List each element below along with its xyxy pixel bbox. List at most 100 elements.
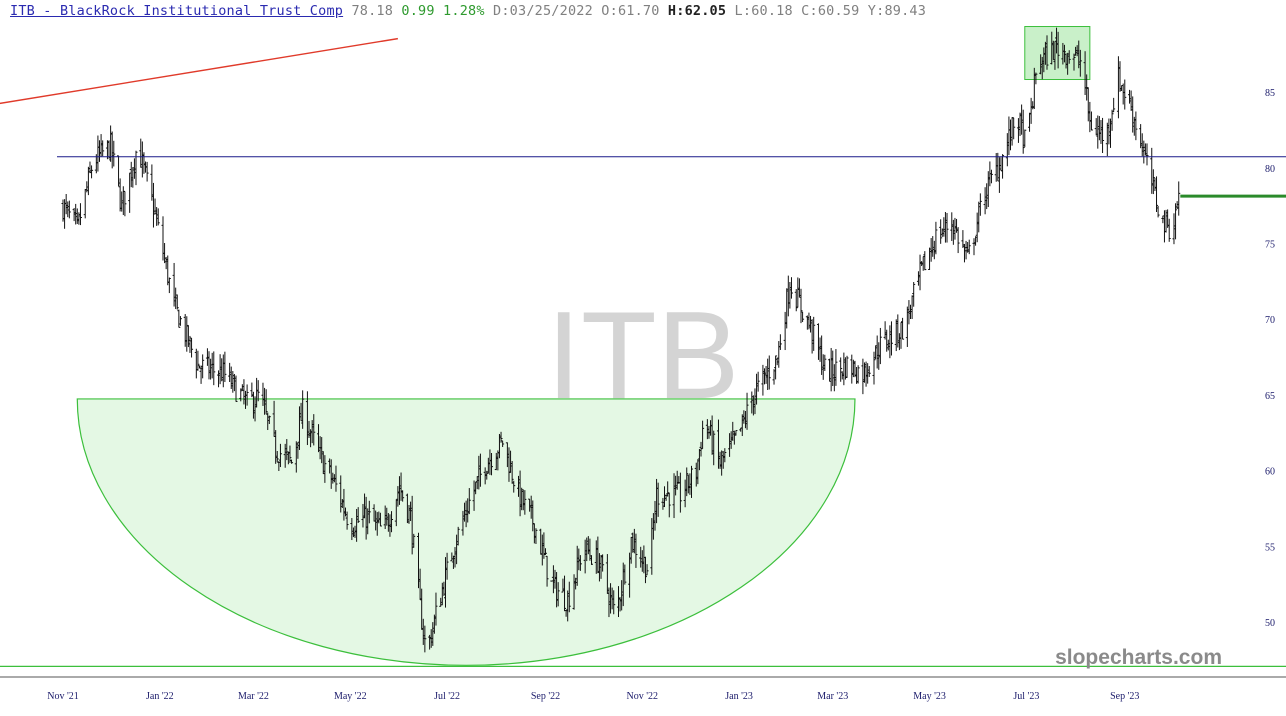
ohlc-bar (764, 366, 768, 384)
x-tick-label: Jul '23 (1013, 691, 1039, 702)
ohlc-bar (134, 150, 138, 186)
ohlc-bar (1112, 97, 1116, 113)
low-value: 60.18 (751, 3, 793, 19)
ohlc-bar (223, 351, 227, 383)
ohlc-bar (772, 369, 776, 385)
ohlc-bar (98, 140, 102, 162)
ohlc-bar (1001, 154, 1005, 179)
ohlc-bar (478, 453, 482, 487)
ohlc-bar (288, 445, 292, 463)
ohlc-bar (1150, 147, 1154, 194)
ohlc-bar (434, 592, 438, 626)
ohlc-bar (883, 321, 887, 340)
cup-pattern (76, 398, 856, 666)
high-value: 62.05 (684, 3, 727, 19)
ohlc-bar (985, 183, 989, 210)
open-label: O: (601, 3, 618, 19)
ohlc-bar (1162, 210, 1166, 243)
ohlc-bar (656, 482, 660, 517)
ohlc-bar (1067, 50, 1071, 64)
ohlc-bar (501, 440, 505, 447)
ohlc-bar (578, 555, 582, 571)
ohlc-bar (156, 208, 160, 226)
ohlc-bar (234, 375, 238, 402)
ohlc-bar (972, 238, 976, 256)
ohlc-bar (877, 342, 881, 370)
ohlc-bar (1131, 96, 1135, 133)
ohlc-bar (977, 201, 981, 233)
ohlc-bar (150, 164, 154, 201)
ohlc-bar (110, 131, 114, 169)
ohlc-bar (112, 140, 116, 167)
ohlc-bar (256, 380, 260, 402)
trend-line[interactable] (0, 37, 398, 106)
ohlc-bar (929, 238, 933, 262)
ohlc-bar (378, 512, 382, 527)
y-tick-label: 85 (1265, 88, 1275, 99)
ohlc-bar (155, 207, 159, 226)
ohlc-bar (910, 295, 914, 320)
ohlc-bar (1028, 112, 1032, 132)
ohlc-bar (117, 155, 121, 187)
ohlc-bar (445, 552, 449, 580)
x-tick-label: May '22 (334, 691, 367, 702)
ohlc-bar (701, 420, 705, 450)
symbol-link[interactable]: ITB - BlackRock Institutional Trust Comp (10, 3, 344, 19)
ohlc-bar (183, 314, 187, 347)
ohlc-bar (1016, 118, 1020, 143)
x-tick-label: Mar '23 (817, 691, 848, 702)
ohlc-bar (1034, 72, 1038, 85)
ohlc-bar (205, 348, 209, 366)
ohlc-bar (275, 451, 279, 463)
ohlc-bar (278, 443, 282, 468)
ohlc-bar (423, 625, 427, 653)
ohlc-bar (962, 243, 966, 263)
ohlc-bar (634, 533, 638, 568)
ohlc-bar (1107, 118, 1111, 145)
ohlc-bar (120, 191, 124, 212)
ohlc-bar (855, 367, 859, 384)
ohlc-bar (850, 354, 854, 384)
ohlc-bar (856, 365, 860, 384)
ohlc-bar (986, 171, 990, 208)
ohlc-bar (174, 287, 178, 310)
ohlc-bar (1145, 143, 1149, 166)
ohlc-bar (872, 351, 876, 385)
ohlc-bar (685, 467, 689, 497)
ohlc-bar (166, 255, 170, 286)
ohlc-bar (123, 190, 127, 217)
ohlc-bar (172, 262, 176, 307)
ohlc-bar (1175, 201, 1179, 209)
ohlc-bar (96, 135, 100, 172)
close-label: C: (801, 3, 818, 19)
ohlc-bar (756, 371, 760, 392)
ohlc-bar (862, 362, 866, 383)
ohlc-bar (951, 219, 955, 245)
ohlc-bar (563, 575, 567, 612)
ohlc-bar (1121, 83, 1125, 105)
ohlc-bar (1177, 181, 1181, 216)
ohlc-bar (928, 247, 932, 270)
x-tick-label: Nov '22 (627, 691, 659, 702)
ohlc-bar (796, 277, 800, 308)
ohlc-bar (643, 556, 647, 584)
ohlc-bar (678, 472, 682, 513)
ohlc-bar (217, 370, 221, 388)
ohlc-bar (834, 349, 838, 386)
ohlc-bar (766, 358, 770, 390)
ohlc-bar (786, 275, 790, 317)
ohlc-bar (185, 316, 189, 352)
ohlc-bar (828, 358, 832, 382)
ohlc-bar (1056, 31, 1060, 69)
ohlc-bar (866, 363, 870, 384)
ohlc-bar (794, 289, 798, 312)
ohlc-bar (842, 352, 846, 386)
ohlc-bar (132, 158, 136, 179)
ohlc-bar (797, 278, 801, 298)
ohlc-bar (1164, 209, 1168, 233)
x-tick-label: Nov '21 (47, 691, 79, 702)
ohlc-bar (128, 172, 132, 213)
ohlc-bar (1062, 44, 1066, 63)
ohlc-bar (1101, 117, 1105, 154)
